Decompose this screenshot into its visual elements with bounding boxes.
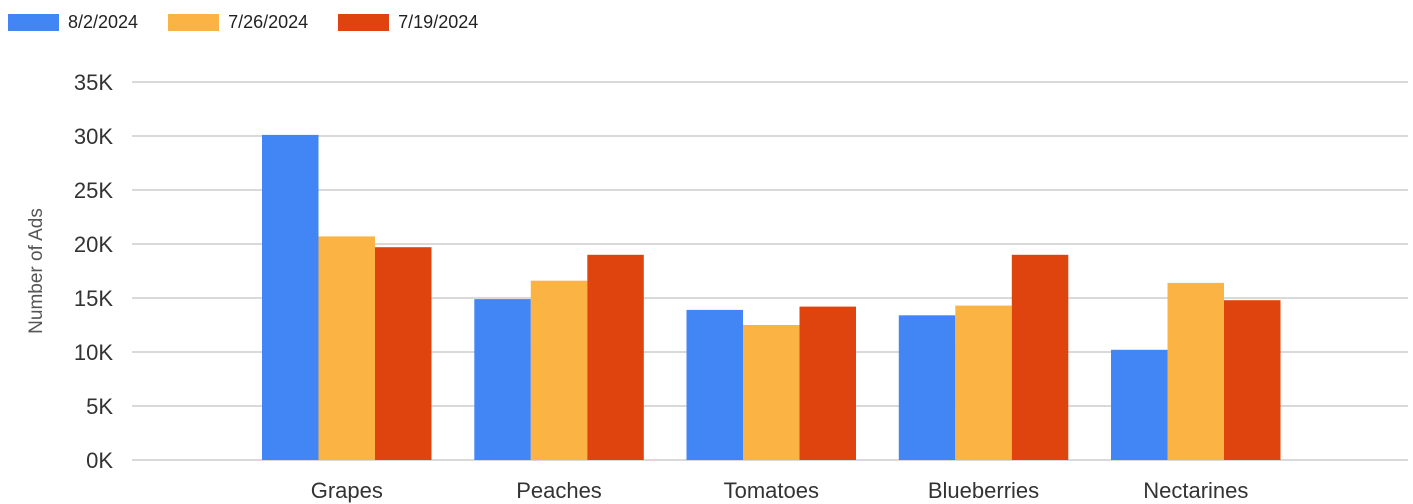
bar-nectarines-series-2 xyxy=(1167,282,1224,460)
bar-nectarines-series-1 xyxy=(1111,349,1168,460)
y-tick-label: 35K xyxy=(74,70,113,95)
bar-tomatoes-series-1 xyxy=(686,309,743,460)
legend-item-series-3: 7/19/2024 xyxy=(338,12,478,33)
bar-blueberries-series-3 xyxy=(1011,254,1069,460)
y-axis-title: Number of Ads xyxy=(26,208,47,334)
x-tick-label-grapes: Grapes xyxy=(311,478,383,503)
bar-grapes-series-3 xyxy=(375,247,432,460)
bar-grapes-series-1 xyxy=(262,134,319,460)
x-tick-label-nectarines: Nectarines xyxy=(1143,478,1248,503)
bar-peaches-series-1 xyxy=(474,299,531,460)
y-tick-label: 20K xyxy=(74,232,113,257)
y-tick-label: 25K xyxy=(74,178,113,203)
legend-label-series-3: 7/19/2024 xyxy=(398,11,479,32)
bar-nectarines-series-3 xyxy=(1224,300,1281,460)
bar-peaches-series-2 xyxy=(530,280,588,460)
x-tick-label-peaches: Peaches xyxy=(516,478,602,503)
legend: 8/2/2024 7/26/2024 7/19/2024 xyxy=(8,10,508,34)
bar-tomatoes-series-3 xyxy=(799,306,856,460)
y-tick-label: 15K xyxy=(74,286,113,311)
legend-label-series-1: 8/2/2024 xyxy=(68,11,139,32)
legend-swatch-series-2 xyxy=(168,13,220,31)
legend-swatch-series-1 xyxy=(8,13,59,31)
bar-grapes-series-2 xyxy=(318,236,375,460)
x-axis-ticks: Grapes Peaches Tomatoes Blueberries Nectarin… xyxy=(311,478,1249,503)
legend-item-series-1: 8/2/2024 xyxy=(8,12,138,33)
legend-label-series-2: 7/26/2024 xyxy=(228,11,309,32)
bars xyxy=(262,134,1281,460)
bar-tomatoes-series-2 xyxy=(743,325,800,460)
x-tick-label-blueberries: Blueberries xyxy=(928,478,1039,503)
bar-blueberries-series-2 xyxy=(955,305,1012,460)
y-axis-ticks: 0K 5K 10K 15K 20K 25K 30K 35K xyxy=(74,70,113,473)
legend-swatch-series-3 xyxy=(338,13,390,31)
y-tick-label: 5K xyxy=(86,394,113,419)
legend-item-series-2: 7/26/2024 xyxy=(168,12,308,33)
y-tick-label: 30K xyxy=(74,124,113,149)
y-tick-label: 10K xyxy=(74,340,113,365)
bar-blueberries-series-1 xyxy=(898,315,956,460)
y-tick-label: 0K xyxy=(86,448,113,473)
x-tick-label-tomatoes: Tomatoes xyxy=(724,478,819,503)
bar-peaches-series-3 xyxy=(587,254,644,460)
